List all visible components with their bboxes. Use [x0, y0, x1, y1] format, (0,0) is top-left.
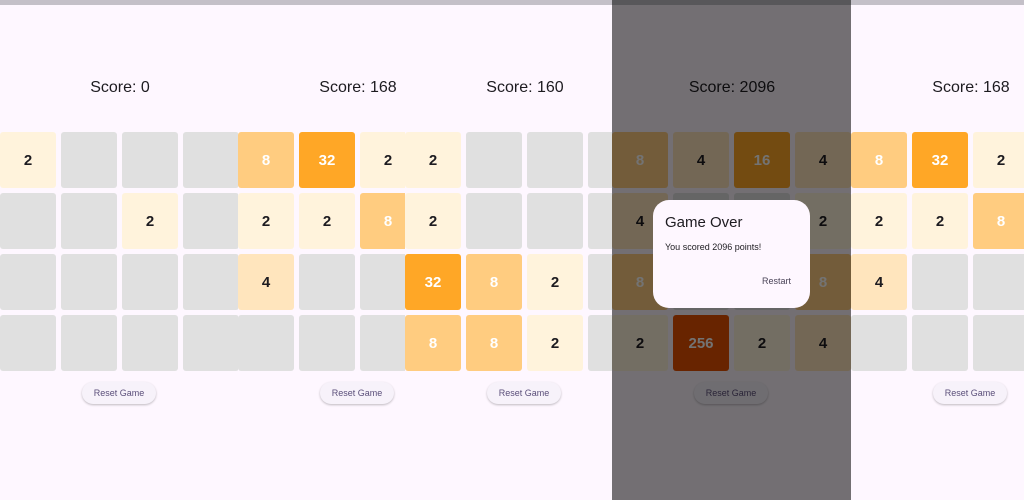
tile: 2: [122, 193, 178, 249]
empty-tile: [122, 132, 178, 188]
tile: 8: [466, 254, 522, 310]
empty-tile: [183, 254, 239, 310]
empty-tile: [588, 254, 612, 310]
empty-tile: [61, 315, 117, 371]
game-over-dialog: Game Over You scored 2096 points! Restart: [653, 200, 810, 308]
empty-tile: [299, 315, 355, 371]
empty-tile: [0, 254, 56, 310]
tile: 8: [360, 193, 405, 249]
score-label: Score: 168: [319, 79, 397, 96]
game-screen: Score: 168 8 32 2 2 2 8 4 Reset Game: [238, 0, 405, 500]
game-screen: Score: 2096841644288225624Reset GameGame…: [612, 0, 851, 500]
game-screen: Score: 160 2 2 32 8 2 8 8 2 Reset Game: [405, 0, 612, 500]
tile: 8: [851, 132, 907, 188]
empty-tile: [122, 254, 178, 310]
tile: 32: [299, 132, 355, 188]
empty-tile: [0, 193, 56, 249]
tile: 32: [912, 132, 968, 188]
empty-tile: [299, 254, 355, 310]
restart-button[interactable]: Restart: [761, 276, 791, 286]
tile: 2: [238, 193, 294, 249]
game-screen: Score: 0 2 2 Reset Game: [0, 0, 240, 500]
empty-tile: [912, 254, 968, 310]
tile: 2: [912, 193, 968, 249]
status-bar: [0, 0, 240, 5]
tile: 8: [238, 132, 294, 188]
reset-button[interactable]: Reset Game: [933, 382, 1007, 404]
status-bar: [238, 0, 405, 5]
tile: 2: [0, 132, 56, 188]
dialog-title: Game Over: [665, 214, 743, 231]
dialog-message: You scored 2096 points!: [665, 242, 762, 252]
tile: 8: [973, 193, 1024, 249]
empty-tile: [527, 132, 583, 188]
empty-tile: [588, 315, 612, 371]
empty-tile: [61, 193, 117, 249]
empty-tile: [912, 315, 968, 371]
tile: 2: [405, 193, 461, 249]
tile: 8: [405, 315, 461, 371]
game-screen: Score: 168 8 32 2 2 2 8 4 Reset Game: [851, 0, 1024, 500]
empty-tile: [61, 132, 117, 188]
reset-button[interactable]: Reset Game: [487, 382, 561, 404]
empty-tile: [851, 315, 907, 371]
tile: 2: [405, 132, 461, 188]
score-label: Score: 0: [90, 79, 150, 96]
empty-tile: [360, 315, 405, 371]
reset-button[interactable]: Reset Game: [320, 382, 394, 404]
empty-tile: [466, 193, 522, 249]
tile: 2: [360, 132, 405, 188]
score-label: Score: 160: [486, 79, 564, 96]
tile: 2: [527, 315, 583, 371]
reset-button[interactable]: Reset Game: [82, 382, 156, 404]
tile: 32: [405, 254, 461, 310]
tile: 2: [299, 193, 355, 249]
empty-tile: [122, 315, 178, 371]
empty-tile: [360, 254, 405, 310]
tile: 4: [238, 254, 294, 310]
empty-tile: [588, 132, 612, 188]
empty-tile: [973, 254, 1024, 310]
empty-tile: [466, 132, 522, 188]
empty-tile: [0, 315, 56, 371]
empty-tile: [973, 315, 1024, 371]
tile: 2: [851, 193, 907, 249]
tile: 8: [466, 315, 522, 371]
empty-tile: [183, 132, 239, 188]
empty-tile: [183, 315, 239, 371]
tile: 2: [527, 254, 583, 310]
empty-tile: [527, 193, 583, 249]
status-bar: [851, 0, 1024, 5]
tile: 2: [973, 132, 1024, 188]
empty-tile: [588, 193, 612, 249]
status-bar: [405, 0, 612, 5]
score-label: Score: 168: [932, 79, 1010, 96]
empty-tile: [238, 315, 294, 371]
empty-tile: [61, 254, 117, 310]
empty-tile: [183, 193, 239, 249]
tile: 4: [851, 254, 907, 310]
